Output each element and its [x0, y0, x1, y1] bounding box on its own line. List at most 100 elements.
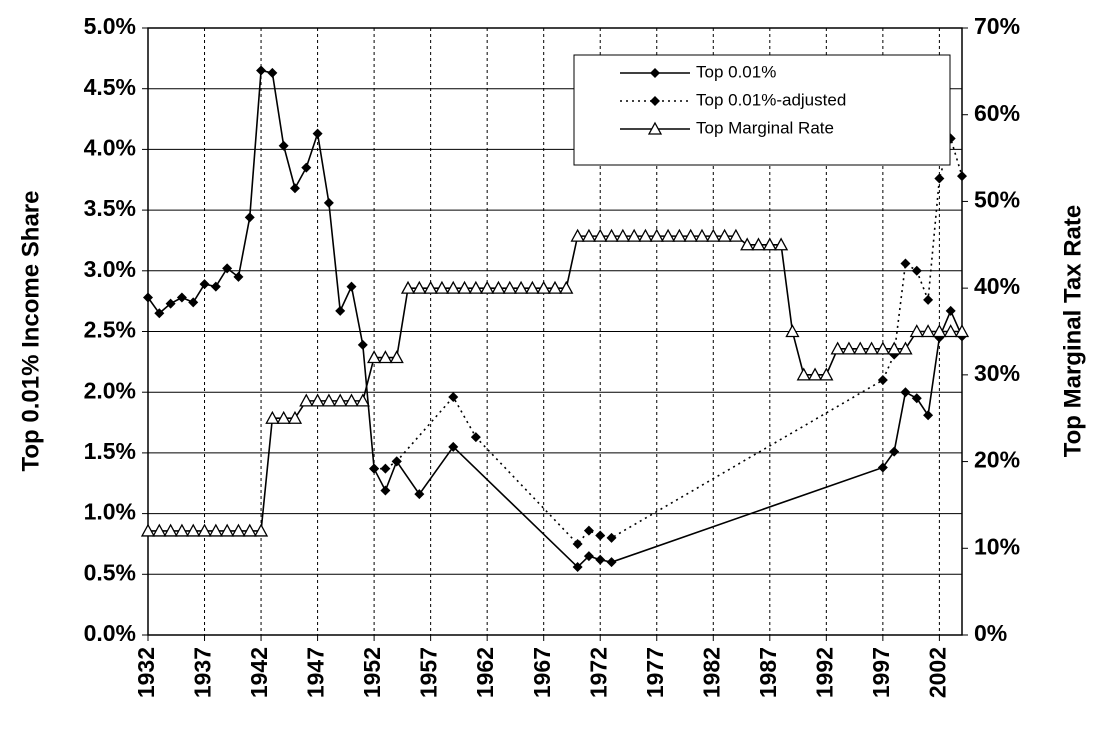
marker — [638, 228, 653, 242]
marker — [265, 410, 280, 424]
legend-marker — [650, 68, 660, 78]
marker — [945, 305, 956, 316]
marker — [796, 367, 811, 381]
marker — [920, 324, 936, 338]
marker — [740, 237, 755, 251]
y2-tick-label: 60% — [974, 100, 1020, 126]
marker — [932, 324, 947, 338]
marker — [606, 532, 617, 543]
marker — [581, 228, 597, 242]
marker — [188, 297, 199, 308]
marker — [299, 393, 314, 407]
x-tick-label: 1972 — [585, 647, 611, 698]
marker — [414, 489, 425, 500]
legend-label: Top 0.01% — [696, 62, 776, 81]
x-tick-label: 1982 — [698, 647, 724, 698]
marker — [434, 280, 450, 294]
marker — [934, 173, 945, 184]
marker — [208, 523, 223, 537]
marker — [233, 271, 244, 282]
legend-marker — [647, 121, 663, 135]
y-tick-label: 1.5% — [84, 438, 136, 464]
marker — [143, 292, 153, 303]
marker — [774, 237, 789, 251]
marker — [231, 523, 246, 537]
marker — [344, 393, 359, 407]
y2-tick-label: 20% — [974, 447, 1020, 473]
marker — [244, 212, 255, 223]
marker — [877, 375, 888, 386]
marker — [448, 441, 459, 452]
marker — [389, 350, 404, 364]
marker — [627, 228, 642, 242]
marker — [672, 228, 687, 242]
x-tick-label: 1952 — [359, 647, 385, 698]
y-tick-label: 1.0% — [84, 499, 136, 525]
y-tick-label: 2.0% — [84, 377, 136, 403]
marker — [864, 341, 879, 355]
marker — [694, 228, 710, 242]
marker — [572, 538, 583, 549]
marker — [911, 265, 922, 276]
marker — [841, 341, 857, 355]
marker — [222, 263, 233, 274]
marker — [448, 392, 459, 403]
marker — [547, 280, 563, 294]
marker — [400, 280, 416, 294]
marker — [457, 280, 472, 294]
x-tick-label: 1977 — [642, 647, 668, 698]
marker — [310, 393, 325, 407]
marker — [367, 350, 382, 364]
marker — [423, 280, 438, 294]
marker — [165, 298, 176, 309]
y2-axis-label: Top Marginal Tax Rate — [1059, 205, 1086, 457]
marker — [470, 432, 481, 443]
marker — [513, 280, 529, 294]
y-tick-label: 4.0% — [84, 134, 136, 160]
marker — [923, 294, 934, 305]
marker — [954, 324, 970, 338]
marker — [140, 523, 156, 537]
y-tick-label: 5.0% — [84, 13, 136, 39]
marker — [210, 281, 221, 292]
marker — [446, 280, 461, 294]
legend-label: Top Marginal Rate — [696, 118, 834, 137]
marker — [491, 280, 506, 294]
marker — [570, 228, 585, 242]
marker — [378, 350, 393, 364]
marker — [321, 393, 336, 407]
marker — [900, 258, 911, 269]
marker — [253, 523, 269, 537]
marker — [369, 463, 380, 474]
marker — [889, 446, 900, 457]
marker — [525, 280, 540, 294]
marker — [163, 523, 178, 537]
marker — [333, 393, 348, 407]
marker — [819, 367, 834, 381]
marker — [312, 128, 323, 139]
y2-tick-label: 0% — [974, 620, 1007, 646]
marker — [357, 339, 368, 350]
y-axis-label: Top 0.01% Income Share — [17, 191, 44, 472]
marker — [717, 228, 732, 242]
marker — [877, 462, 888, 473]
marker — [468, 280, 483, 294]
legend-marker — [650, 96, 660, 106]
marker — [256, 65, 267, 76]
marker — [536, 280, 551, 294]
x-tick-label: 1932 — [133, 647, 159, 698]
x-tick-label: 1947 — [303, 647, 329, 698]
marker — [289, 183, 300, 194]
y-tick-label: 3.5% — [84, 195, 136, 221]
marker — [923, 410, 934, 421]
marker — [875, 341, 890, 355]
marker — [898, 341, 913, 355]
marker — [199, 279, 210, 290]
marker — [335, 305, 346, 316]
marker — [355, 393, 370, 407]
marker — [785, 324, 800, 338]
marker — [943, 324, 958, 338]
y-tick-label: 0.0% — [84, 620, 136, 646]
marker — [502, 280, 517, 294]
x-tick-label: 2002 — [924, 647, 950, 698]
